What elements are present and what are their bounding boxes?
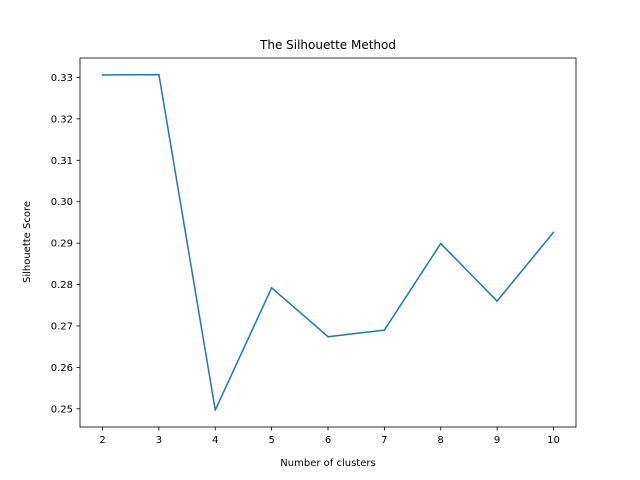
- y-tick-label: 0.29: [51, 239, 73, 250]
- y-tick-label: 0.32: [51, 114, 73, 125]
- data-point: [270, 287, 273, 289]
- y-tick-label: 0.27: [51, 321, 73, 332]
- chart-title: The Silhouette Method: [259, 38, 396, 52]
- data-point: [214, 409, 217, 411]
- y-axis-label: Silhouette Score: [22, 201, 33, 283]
- x-axis-label: Number of clusters: [280, 458, 375, 469]
- x-tick-label: 3: [156, 435, 162, 446]
- plot-area: 2 3 4 5 6 7 8 9 10 0.25 0.26 0.27 0.28 0.29 0.30 0.31 0.…: [51, 57, 577, 446]
- y-tick-label: 0.33: [51, 73, 73, 84]
- x-tick-label: 2: [99, 435, 105, 446]
- x-tick-label: 5: [268, 435, 274, 446]
- y-tick-label: 0.30: [51, 197, 73, 208]
- data-point: [496, 300, 498, 302]
- x-tick-label: 8: [438, 435, 444, 446]
- x-tick-label: 7: [381, 435, 387, 446]
- x-tick-label: 4: [212, 435, 218, 446]
- y-tick-label: 0.28: [51, 280, 73, 291]
- data-point: [552, 231, 555, 234]
- data-point: [327, 335, 329, 338]
- y-tick-label: 0.25: [51, 404, 73, 415]
- data-point: [101, 74, 104, 76]
- data-point: [439, 242, 442, 245]
- data-point: [158, 73, 160, 76]
- y-tick-label: 0.26: [51, 363, 73, 374]
- x-tick-label: 9: [494, 435, 500, 446]
- x-tick-label: 6: [325, 435, 331, 446]
- data-point: [383, 329, 386, 331]
- x-tick-label: 10: [547, 435, 560, 446]
- y-tick-label: 0.31: [51, 156, 73, 167]
